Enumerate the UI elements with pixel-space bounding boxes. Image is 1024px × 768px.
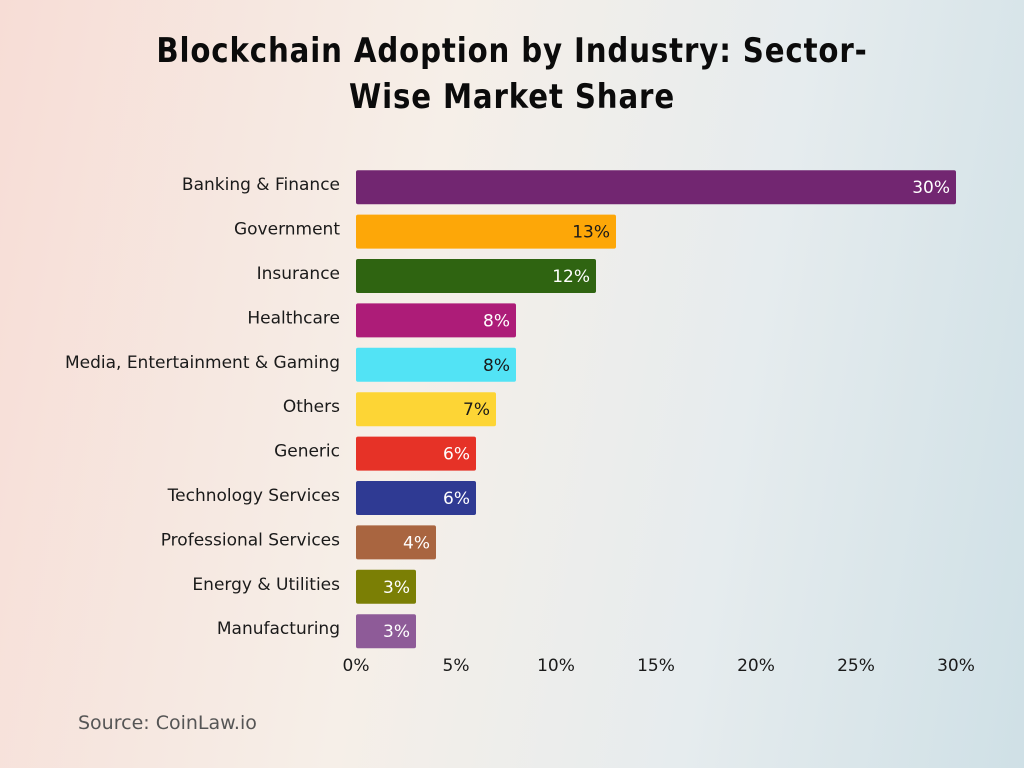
value-label: 8% (483, 311, 510, 331)
chart: 0% 5% 10% 15% 20% 25% 30% Banking & Finance 30% G… (65, 170, 975, 676)
y-tick-label: Insurance (257, 264, 340, 284)
chart-title: Blockchain Adoption by Industry: Sector-… (156, 31, 868, 117)
value-label: 13% (572, 223, 610, 243)
value-label: 3% (383, 622, 410, 642)
x-tick-label: 20% (737, 656, 775, 676)
bar (356, 214, 616, 249)
value-label: 8% (483, 356, 510, 376)
y-tick-label: Government (234, 220, 340, 240)
bar (356, 525, 436, 560)
bar (356, 436, 476, 471)
value-label: 6% (443, 489, 470, 509)
y-tick-label: Energy & Utilities (192, 575, 340, 595)
y-tick-label: Others (283, 397, 340, 417)
x-tick-label: 25% (837, 656, 875, 676)
bar (356, 481, 476, 515)
x-tick-label: 5% (443, 656, 470, 676)
y-tick-label: Technology Services (167, 486, 340, 506)
bar (356, 392, 496, 427)
bar (356, 259, 596, 293)
y-tick-label: Banking & Finance (182, 175, 340, 195)
x-tick-label: 15% (637, 656, 675, 676)
source: Source: CoinLaw.io (78, 712, 257, 734)
bar (356, 303, 516, 338)
x-tick-label: 0% (343, 656, 370, 676)
bar (356, 569, 416, 604)
y-tick-label: Healthcare (247, 308, 340, 328)
x-tick-label: 30% (937, 656, 975, 676)
value-label: 4% (403, 533, 430, 553)
value-label: 3% (383, 578, 410, 598)
y-tick-label: Manufacturing (217, 619, 340, 639)
value-label: 12% (552, 267, 590, 287)
bar (356, 347, 516, 382)
y-tick-label: Professional Services (161, 530, 340, 550)
bar (356, 170, 956, 205)
value-label: 7% (463, 400, 490, 420)
value-label: 30% (912, 178, 950, 198)
value-label: 6% (443, 445, 470, 465)
bar (356, 614, 416, 649)
x-tick-label: 10% (537, 656, 575, 676)
y-tick-label: Media, Entertainment & Gaming (65, 353, 340, 373)
y-tick-label: Generic (274, 442, 340, 462)
